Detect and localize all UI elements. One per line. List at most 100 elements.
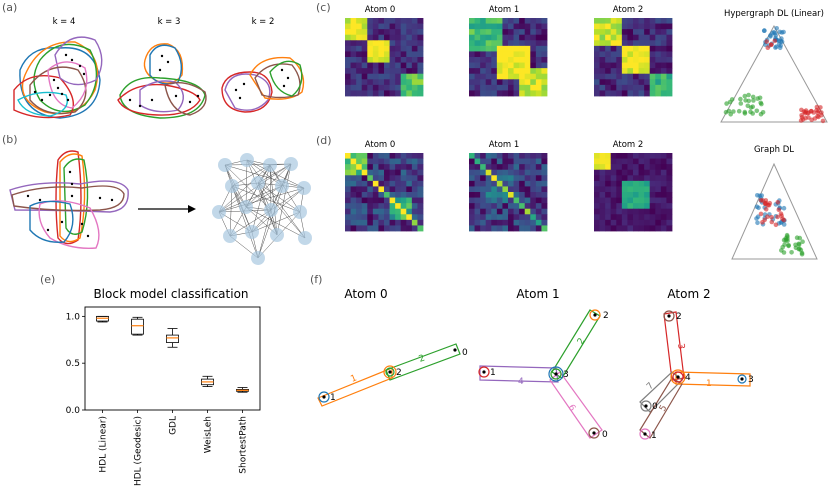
heatmap-cell xyxy=(406,40,413,47)
heatmap-cell xyxy=(491,34,498,41)
heatmap-cell xyxy=(616,153,623,159)
heatmap-cell xyxy=(350,23,357,30)
heatmap-cell xyxy=(621,90,628,97)
heatmap-cell xyxy=(513,62,520,69)
ternary-point xyxy=(765,45,771,50)
heatmap-cell xyxy=(513,34,520,41)
heatmap-cell xyxy=(384,164,390,171)
heatmap-cell xyxy=(469,90,475,97)
heatmap-cell xyxy=(541,45,548,52)
heatmap-cell xyxy=(491,208,498,215)
heatmap-cell xyxy=(480,57,487,63)
ternary-point xyxy=(765,214,770,219)
heatmap-cell xyxy=(655,90,662,97)
heatmap-cell xyxy=(491,40,498,47)
heatmap-cell xyxy=(541,153,548,159)
heatmap-cell xyxy=(638,34,645,41)
heatmap-cell xyxy=(638,214,645,221)
ternary-point xyxy=(781,217,787,223)
heatmap-cell xyxy=(508,34,514,41)
heatmap-cell xyxy=(508,90,514,97)
clique-edge xyxy=(218,187,305,213)
y-tick-label: 0.5 xyxy=(66,359,80,369)
heatmap-cell xyxy=(411,208,418,215)
heatmap-cell xyxy=(417,57,424,63)
heatmap-cell xyxy=(541,203,548,210)
heatmap-cell xyxy=(417,225,424,232)
heatmap-cell xyxy=(372,34,379,41)
heatmap-cell xyxy=(361,219,368,226)
heatmap-cell xyxy=(616,219,623,226)
heatmap-cell xyxy=(524,197,531,204)
heatmap-cell xyxy=(655,62,662,69)
heatmap-cell xyxy=(513,169,520,176)
heatmap-cell xyxy=(599,68,606,75)
heatmap-cell xyxy=(530,90,537,97)
heatmap-cell xyxy=(395,23,402,30)
heatmap-cell xyxy=(605,164,612,171)
heatmap-cell xyxy=(644,45,651,52)
heatmap-cell xyxy=(535,197,542,204)
heatmap-cell xyxy=(372,158,379,165)
f-atom1-node-0: 0 xyxy=(602,430,608,440)
c-ternary-title: Hypergraph DL (Linear) xyxy=(724,9,824,19)
heatmap-cell xyxy=(638,68,645,75)
heatmap-cell xyxy=(535,73,542,80)
heatmap-cell xyxy=(367,153,374,159)
heatmap-cell xyxy=(599,180,606,187)
f-atom0-hypergraph xyxy=(317,343,461,407)
heatmap-cell xyxy=(496,73,503,80)
heatmap-cell xyxy=(513,225,520,232)
heatmap-cell xyxy=(627,57,634,63)
heatmap-cell xyxy=(616,203,623,210)
heatmap-cell xyxy=(627,169,634,176)
heatmap-cell xyxy=(400,186,407,193)
heatmap-cell xyxy=(535,203,542,210)
heatmap-cell xyxy=(400,34,407,41)
heatmap-cell xyxy=(389,40,396,47)
panel-b-label: (b) xyxy=(2,133,18,146)
heatmap-cell xyxy=(367,186,374,193)
heatmap-cell xyxy=(372,84,379,91)
heatmap-cell xyxy=(605,84,612,91)
f-atom0-node-0: 0 xyxy=(462,348,468,358)
heatmap-cell xyxy=(633,192,639,198)
heatmap-cell xyxy=(610,90,617,97)
heatmap-cell xyxy=(474,45,481,52)
heatmap-cell xyxy=(627,219,634,226)
f-atom0-node-1: 1 xyxy=(330,393,336,403)
heatmap-cell xyxy=(519,164,526,171)
heatmap-cell xyxy=(411,169,418,176)
heatmap-cell xyxy=(616,29,623,36)
heatmap-cell xyxy=(400,18,407,24)
ternary-point xyxy=(758,198,764,203)
heatmap-cell xyxy=(649,175,656,182)
heatmap-cell xyxy=(469,197,475,204)
heatmap-cell xyxy=(406,84,413,91)
heatmap-cell xyxy=(530,169,537,176)
heatmap-cell xyxy=(519,175,526,182)
ternary-point xyxy=(819,112,824,118)
heatmap-cell xyxy=(660,57,667,63)
heatmap-cell xyxy=(610,169,617,176)
heatmap-cell xyxy=(384,62,390,69)
heatmap-cell xyxy=(400,180,407,187)
heatmap-cell xyxy=(519,73,526,80)
heatmap-cell xyxy=(599,192,606,198)
heatmap-cell xyxy=(469,29,475,36)
heatmap-cell xyxy=(541,29,548,36)
heatmap-cell xyxy=(524,34,531,41)
heatmap-cell xyxy=(350,73,357,80)
heatmap-cell xyxy=(367,34,374,41)
heatmap-cell xyxy=(616,73,623,80)
heatmap-cell xyxy=(496,158,503,165)
heatmap-cell xyxy=(480,214,487,221)
heatmap-cell xyxy=(372,45,379,52)
heatmap-cell xyxy=(660,214,667,221)
heatmap-cell xyxy=(389,51,396,58)
heatmap-cell xyxy=(378,153,385,159)
heatmap-cell xyxy=(395,197,402,204)
heatmap-cell xyxy=(605,180,612,187)
heatmap-cell xyxy=(502,153,509,159)
ternary-point xyxy=(764,39,769,44)
